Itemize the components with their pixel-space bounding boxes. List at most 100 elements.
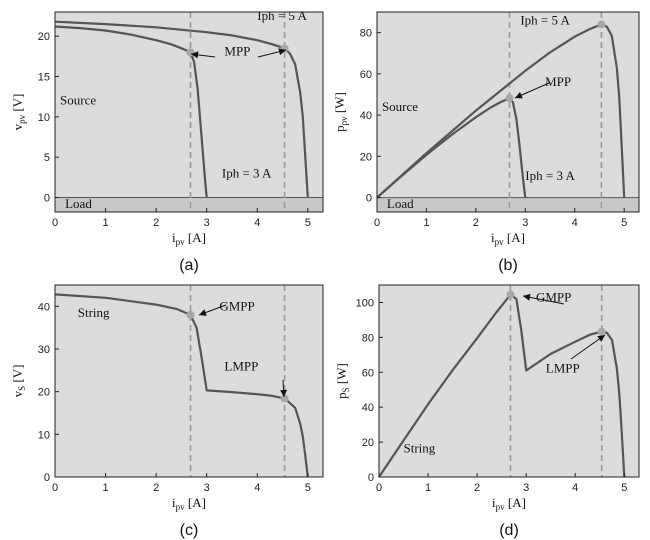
x-tick-label: 5	[621, 482, 627, 494]
annotation-3: Source	[60, 93, 96, 108]
annotation-1: Iph = 5 A	[257, 8, 307, 23]
arrow-head-1	[191, 51, 199, 59]
x-tick-label: 4	[254, 482, 260, 494]
x-tick-label: 2	[153, 482, 159, 494]
x-tick-label: 5	[305, 482, 311, 494]
arrow-head-2	[278, 48, 286, 56]
annotation-2: MPP	[224, 44, 250, 59]
annotation-2: GMPP	[219, 299, 254, 314]
arrow-head-1	[523, 293, 531, 301]
y-tick-label: 0	[44, 192, 50, 204]
x-tick-label: 2	[474, 482, 480, 494]
y-tick-label: 15	[38, 72, 50, 84]
arrow-head-1	[515, 91, 523, 99]
y-axis-label: pS [W]	[334, 363, 351, 399]
x-tick-label: 4	[254, 217, 260, 229]
x-tick-label: 5	[621, 217, 627, 229]
annotation-1: String	[78, 305, 110, 320]
plot-area	[379, 285, 639, 477]
x-axis-label: ipv [A]	[172, 230, 206, 247]
arrow-head-2	[597, 335, 605, 342]
y-tick-label: 40	[38, 301, 50, 313]
y-tick-label: 40	[362, 402, 374, 414]
x-tick-label: 1	[103, 217, 109, 229]
y-tick-label: 0	[366, 193, 372, 205]
annotation-4: Iph = 3 A	[222, 165, 272, 180]
x-tick-label: 1	[423, 217, 429, 229]
series-line-2	[376, 97, 527, 199]
y-tick-label: 60	[362, 367, 374, 379]
y-tick-label: 60	[360, 69, 372, 81]
series-line-2	[54, 25, 208, 198]
annotation-1: GMPP	[536, 290, 571, 305]
y-tick-label: 0	[44, 472, 50, 484]
load-region	[55, 197, 323, 212]
x-tick-label: 4	[572, 217, 578, 229]
x-axis-label: ipv [A]	[492, 495, 526, 512]
x-tick-label: 1	[103, 482, 109, 494]
y-tick-label: 20	[38, 387, 50, 399]
annotation-3: LMPP	[224, 358, 258, 373]
panel-label: (c)	[180, 522, 199, 539]
x-tick-label: 3	[204, 482, 210, 494]
series-line-1	[378, 293, 626, 478]
mpp-point-1	[505, 94, 514, 103]
x-tick-label: 0	[52, 217, 58, 229]
y-tick-label: 0	[368, 472, 374, 484]
panel-d: 0 1 2 3 4 5 0 20 40 60 80 100 ipv [A] pS [W] GMPP LMPP S…	[334, 284, 640, 539]
annotation-5: Load	[65, 196, 92, 211]
y-tick-label: 20	[362, 437, 374, 449]
x-axis-label: ipv [A]	[172, 495, 206, 512]
annotation-3: Source	[382, 99, 418, 114]
y-tick-label: 30	[38, 344, 50, 356]
panel-c: 0 1 2 3 4 5 0 10 20 30 40 ipv [A] vS [V] String GMPP LM…	[10, 284, 324, 539]
y-axis-label: vS [V]	[10, 365, 27, 398]
y-axis-label: ppv [W]	[332, 92, 349, 132]
mpp-point-1	[506, 290, 515, 299]
x-tick-label: 0	[374, 217, 380, 229]
arrow-head-1	[199, 309, 207, 316]
x-tick-label: 5	[305, 217, 311, 229]
y-tick-label: 80	[360, 28, 372, 40]
y-tick-label: 20	[38, 31, 50, 43]
arrow-head-2	[280, 389, 288, 397]
mpp-point-2	[597, 20, 606, 29]
annotation-2: MPP	[545, 74, 571, 89]
plot-frame	[54, 11, 324, 213]
load-region	[377, 197, 639, 212]
x-tick-label: 1	[425, 482, 431, 494]
mpp-point-1	[186, 310, 195, 319]
x-tick-label: 0	[52, 482, 58, 494]
y-tick-label: 5	[44, 152, 50, 164]
annotation-3: String	[404, 441, 436, 456]
panel-label: (a)	[179, 257, 199, 274]
x-tick-label: 0	[376, 482, 382, 494]
plot-frame	[376, 11, 640, 213]
panel-a: 0 1 2 3 4 5 0 5 10 15 20 ipv [A] vpv [V] Iph = 5 A MPP…	[10, 8, 324, 274]
panel-b: 0 1 2 3 4 5 0 20 40 60 80 ipv [A] ppv [W] Iph = 5 A MP…	[332, 11, 640, 274]
x-tick-label: 2	[473, 217, 479, 229]
y-tick-label: 80	[362, 332, 374, 344]
plot-frame	[378, 284, 640, 478]
x-tick-label: 3	[523, 482, 529, 494]
y-tick-label: 10	[38, 112, 50, 124]
x-tick-label: 2	[153, 217, 159, 229]
annotation-2: LMPP	[546, 360, 580, 375]
y-axis-label: vpv [V]	[10, 94, 27, 131]
y-tick-label: 40	[360, 110, 372, 122]
plot-frame	[54, 284, 324, 478]
plot-area	[377, 12, 639, 212]
x-tick-label: 4	[572, 482, 578, 494]
annotation-5: Load	[387, 196, 414, 211]
panel-label: (d)	[499, 522, 519, 539]
x-tick-label: 3	[204, 217, 210, 229]
mpp-point-2	[280, 394, 289, 403]
annotation-1: Iph = 5 A	[520, 12, 570, 27]
y-tick-label: 10	[38, 429, 50, 441]
y-tick-label: 100	[356, 297, 374, 309]
x-axis-label: ipv [A]	[491, 230, 525, 247]
y-tick-label: 20	[360, 151, 372, 163]
panel-label: (b)	[498, 257, 518, 274]
annotation-4: Iph = 3 A	[525, 168, 575, 183]
